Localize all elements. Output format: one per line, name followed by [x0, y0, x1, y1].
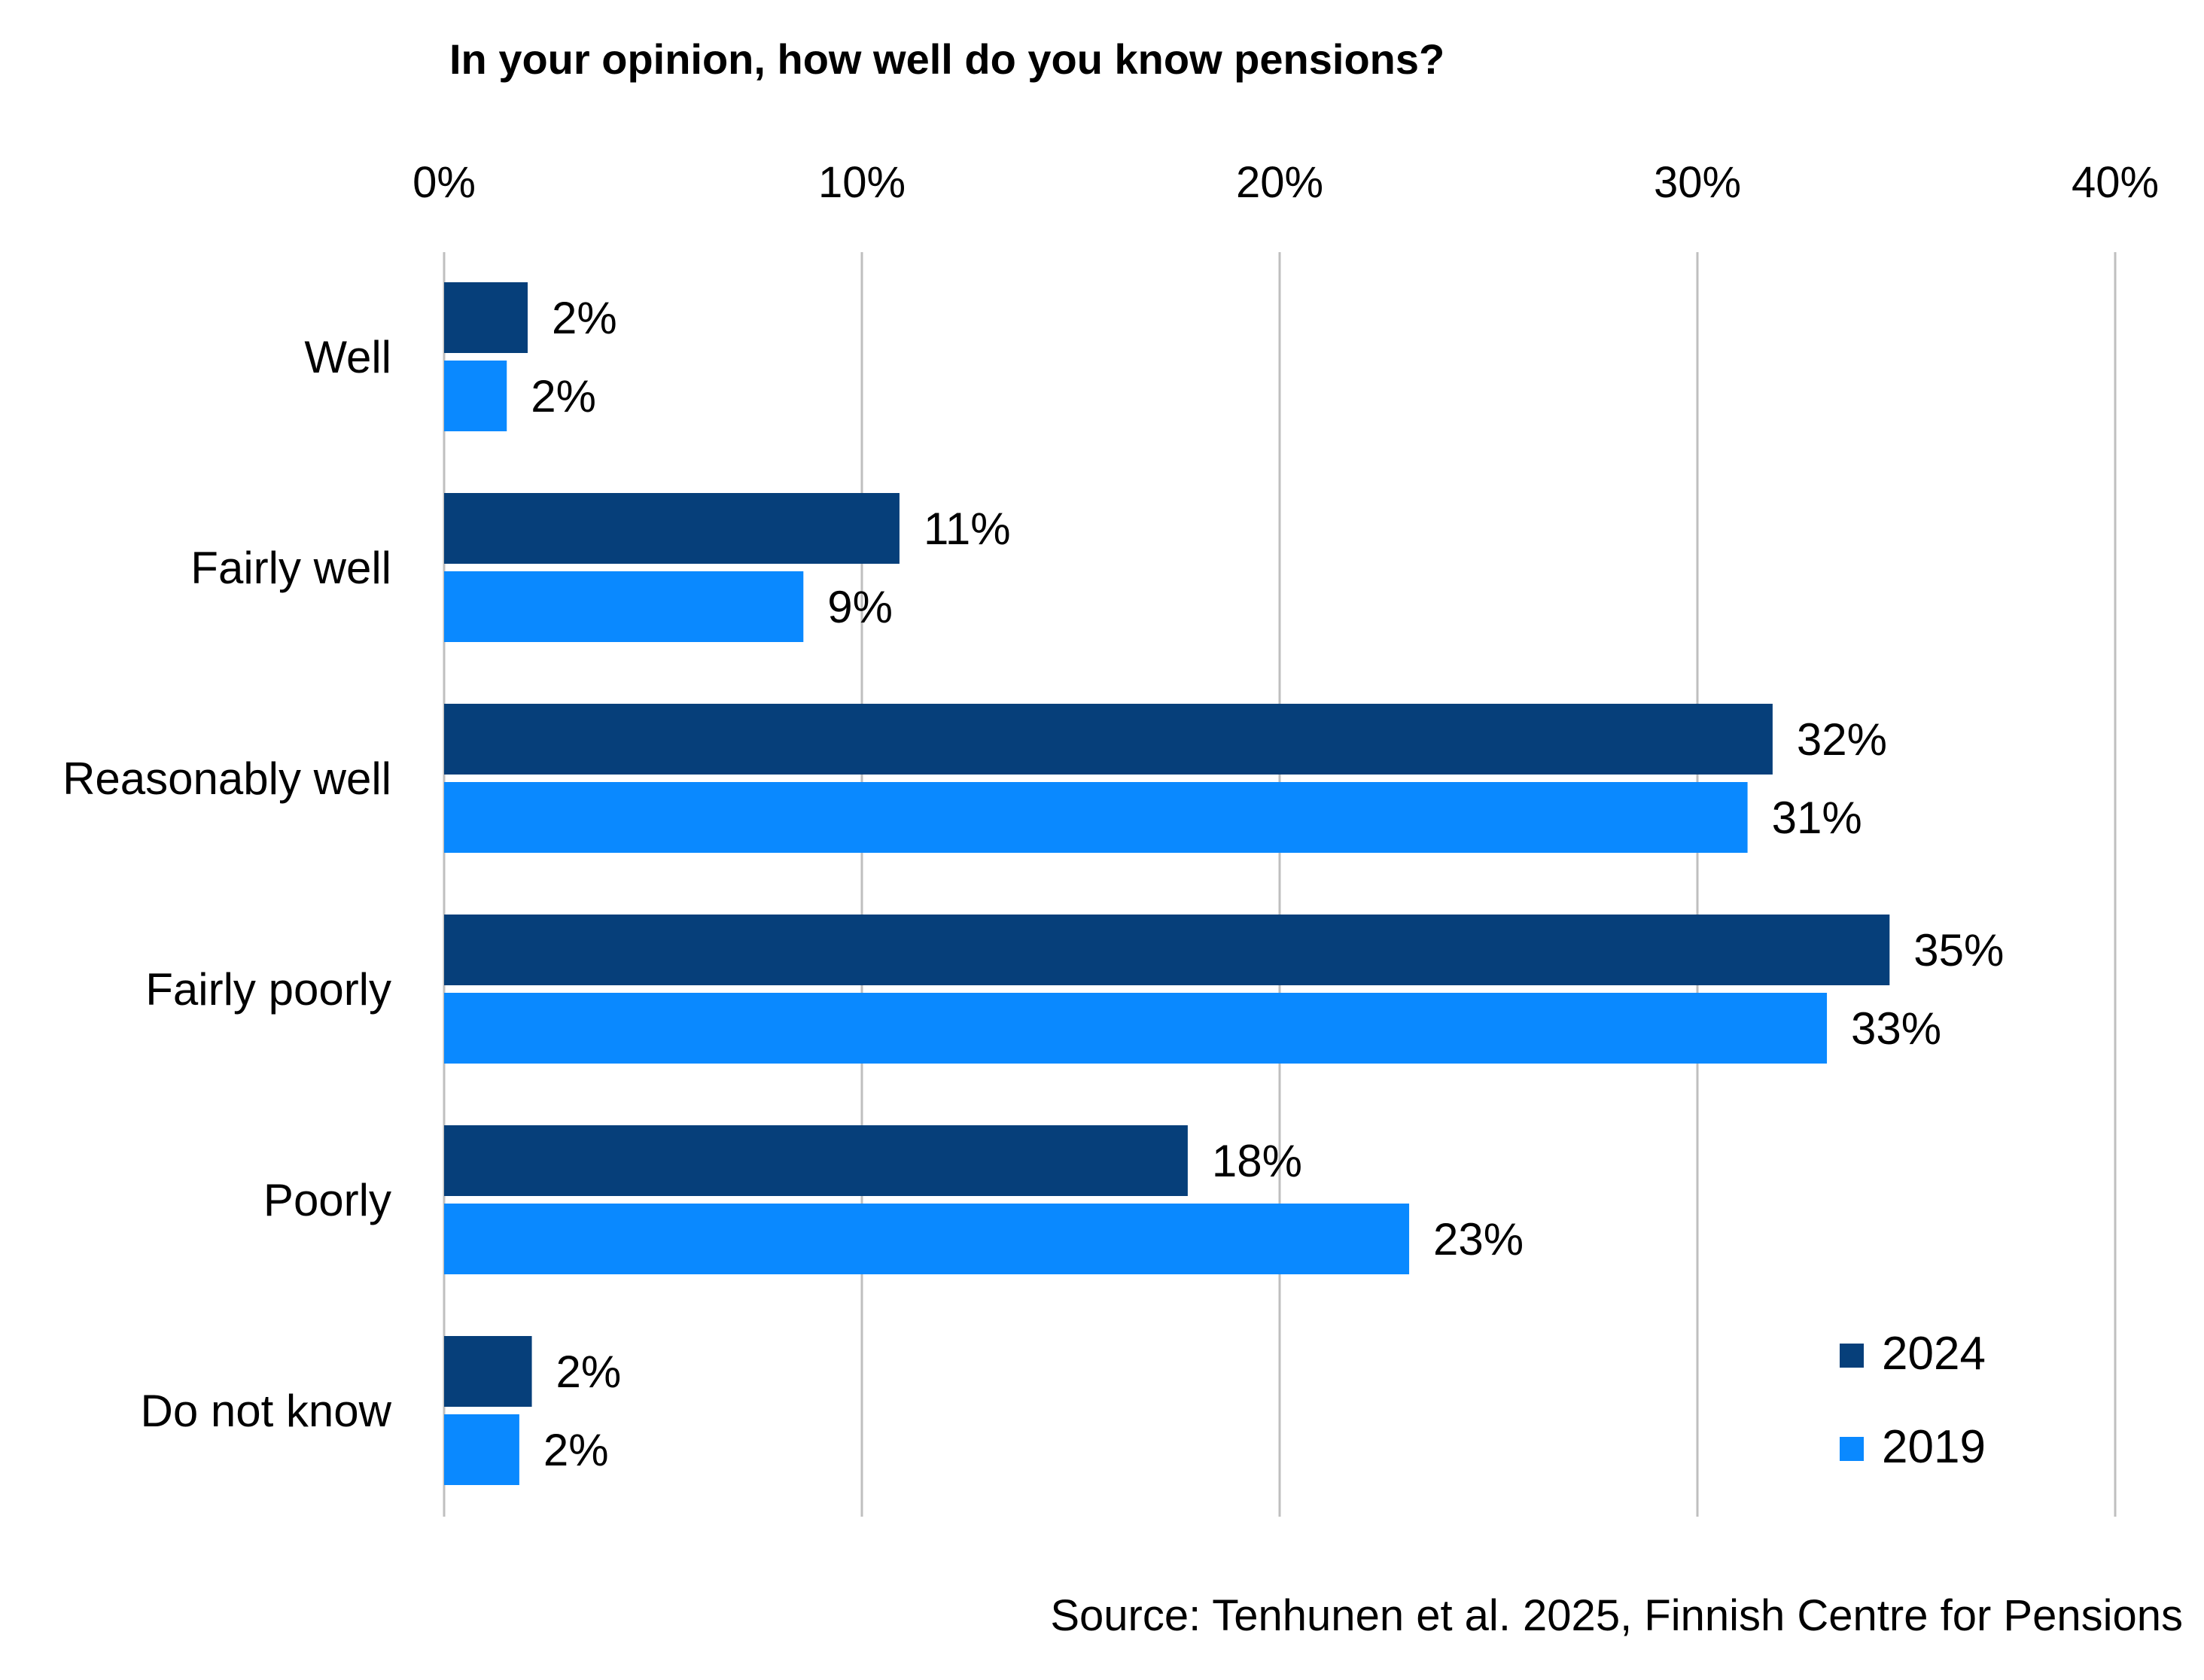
category-label: Well	[304, 332, 391, 382]
data-label: 2%	[543, 1425, 609, 1475]
bar-2019-0	[444, 361, 507, 431]
legend: 2024 2019	[1840, 1328, 1986, 1473]
data-label: 2%	[552, 293, 617, 343]
bar-2024-4	[444, 1125, 1188, 1196]
data-label: 31%	[1772, 793, 1862, 843]
bars	[444, 282, 1890, 1485]
bar-2019-4	[444, 1204, 1410, 1274]
gridlines	[443, 252, 2117, 1517]
data-label: 18%	[1212, 1136, 1302, 1186]
x-axis-tick-labels: 0% 10% 20% 30% 40%	[412, 158, 2159, 207]
category-label: Do not know	[140, 1386, 391, 1436]
bar-2019-3	[444, 993, 1828, 1064]
legend-label: 2024	[1882, 1328, 1986, 1380]
data-label: 35%	[1913, 925, 2004, 975]
data-label: 11%	[924, 504, 1011, 554]
category-label: Poorly	[263, 1175, 391, 1225]
data-label: 23%	[1433, 1214, 1524, 1265]
bar-2024-0	[444, 282, 528, 353]
x-tick-label: 40%	[2072, 158, 2159, 207]
category-labels: Well Fairly well Reasonably well Fairly poo…	[62, 332, 392, 1436]
data-labels: 2% 2% 11% 9% 32% 31% 35% 33% 18% 23% 2% 2%	[531, 293, 2004, 1475]
legend-swatch-2024	[1840, 1344, 1864, 1368]
legend-swatch-2019	[1840, 1437, 1864, 1461]
bar-2019-5	[444, 1414, 519, 1485]
x-tick-label: 10%	[818, 158, 906, 207]
x-tick-label: 0%	[412, 158, 476, 207]
data-label: 33%	[1851, 1003, 1941, 1054]
bar-2024-3	[444, 915, 1890, 985]
x-tick-label: 20%	[1236, 158, 1323, 207]
bar-2019-1	[444, 571, 804, 642]
category-label: Fairly well	[190, 543, 391, 593]
x-tick-label: 30%	[1654, 158, 1741, 207]
source-note: Source: Tenhunen et al. 2025, Finnish Ce…	[1050, 1591, 2183, 1640]
category-label: Fairly poorly	[145, 964, 391, 1015]
data-label: 2%	[531, 371, 596, 422]
chart-title: In your opinion, how well do you know pe…	[449, 35, 1444, 83]
data-label: 2%	[556, 1347, 622, 1397]
bar-2019-2	[444, 782, 1748, 853]
data-label: 32%	[1797, 714, 1887, 765]
bar-2024-2	[444, 704, 1773, 775]
bar-2024-5	[444, 1336, 532, 1407]
data-label: 9%	[827, 582, 893, 632]
legend-label: 2019	[1882, 1421, 1986, 1473]
category-label: Reasonably well	[62, 753, 391, 804]
bar-2024-1	[444, 493, 900, 564]
